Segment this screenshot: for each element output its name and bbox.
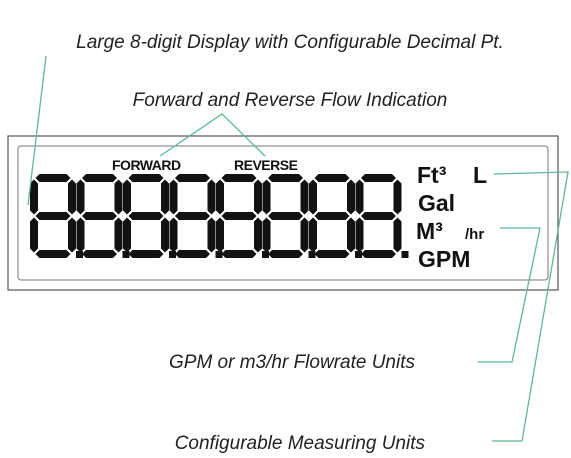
segment	[300, 217, 309, 253]
segment	[347, 217, 355, 253]
unit-ft3: Ft³	[417, 162, 447, 188]
segment	[169, 217, 178, 253]
segment	[268, 250, 303, 258]
segment	[393, 217, 402, 253]
decimal-point	[308, 251, 316, 258]
segment	[30, 217, 38, 253]
flow-callout: Forward and Reverse Flow Indication	[133, 90, 448, 111]
segment	[128, 250, 164, 258]
segment	[30, 179, 38, 215]
segment	[361, 212, 396, 220]
segment	[35, 250, 71, 258]
segment	[314, 250, 350, 258]
decimal-point	[215, 251, 223, 258]
segment	[216, 179, 224, 215]
leader-display	[27, 55, 47, 206]
leader-measuring	[492, 171, 569, 442]
segment	[221, 174, 257, 182]
segment	[169, 179, 178, 215]
leader-flowrate	[478, 227, 541, 363]
segment	[347, 179, 355, 215]
segment	[207, 217, 216, 253]
lcd-window	[17, 145, 549, 281]
segment	[309, 179, 317, 215]
unit-hr: /hr	[465, 226, 484, 243]
unit-gpm: GPM	[418, 246, 470, 272]
leader-flow	[159, 113, 266, 157]
segment	[161, 217, 169, 253]
reverse-indicator: REVERSE	[234, 157, 298, 173]
segment	[35, 212, 71, 220]
flowrate-callout: GPM or m3/hr Flowrate Units	[169, 352, 415, 373]
segment	[254, 217, 262, 253]
segment	[361, 174, 396, 182]
segment	[82, 174, 117, 182]
segment	[254, 179, 262, 215]
segment	[68, 217, 76, 253]
segment	[82, 250, 117, 258]
digits	[30, 174, 409, 258]
display-callout: Large 8-digit Display with Configurable …	[76, 32, 504, 53]
forward-indicator: FORWARD	[112, 157, 181, 173]
segment	[76, 217, 85, 253]
segment	[114, 217, 123, 253]
segment	[35, 174, 71, 182]
segment	[355, 217, 364, 253]
segment	[76, 179, 85, 215]
unit-gal: Gal	[418, 190, 455, 216]
segment	[221, 250, 257, 258]
decimal-point	[355, 251, 362, 258]
segment	[314, 212, 350, 220]
segment	[175, 212, 210, 220]
segment	[175, 250, 210, 258]
unit-m3: M³	[416, 218, 443, 244]
segment	[309, 217, 317, 253]
segment	[68, 179, 76, 215]
lcd-frame	[7, 135, 559, 291]
segment	[262, 179, 271, 215]
segment	[268, 174, 303, 182]
segment	[361, 250, 396, 258]
segment	[123, 217, 131, 253]
measuring-callout: Configurable Measuring Units	[175, 433, 426, 454]
segment	[355, 179, 364, 215]
decimal-point	[262, 251, 269, 258]
segment	[175, 174, 210, 182]
segment	[128, 212, 164, 220]
decimal-point	[169, 251, 176, 258]
decimal-point	[401, 251, 409, 258]
segment	[300, 179, 309, 215]
decimal-point	[122, 251, 130, 258]
segment	[114, 179, 123, 215]
segment	[262, 217, 271, 253]
segment	[123, 179, 131, 215]
segment	[393, 179, 402, 215]
segment	[221, 212, 257, 220]
decimal-point	[76, 251, 83, 258]
segment	[82, 212, 117, 220]
segment	[268, 212, 303, 220]
unit-l: L	[473, 162, 487, 188]
segment	[207, 179, 216, 215]
segment	[216, 217, 224, 253]
segment	[161, 179, 169, 215]
segment	[128, 174, 164, 182]
segment	[314, 174, 350, 182]
